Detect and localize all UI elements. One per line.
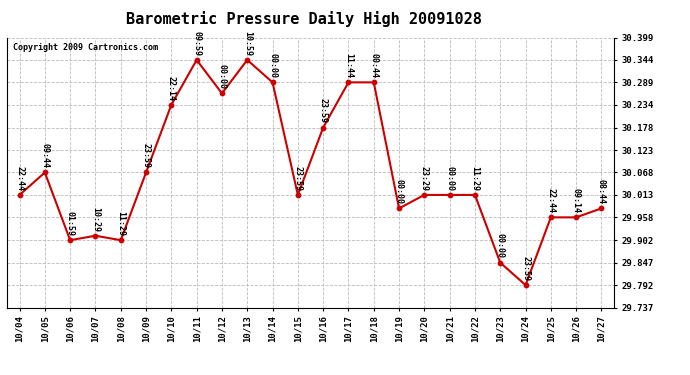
Point bbox=[393, 206, 404, 212]
Point bbox=[191, 57, 202, 63]
Text: 23:59: 23:59 bbox=[319, 99, 328, 123]
Text: 08:44: 08:44 bbox=[597, 179, 606, 204]
Text: Barometric Pressure Daily High 20091028: Barometric Pressure Daily High 20091028 bbox=[126, 11, 482, 27]
Text: 11:44: 11:44 bbox=[344, 53, 353, 78]
Point bbox=[495, 260, 506, 266]
Point bbox=[444, 192, 455, 198]
Point bbox=[343, 80, 354, 86]
Text: Copyright 2009 Cartronics.com: Copyright 2009 Cartronics.com bbox=[13, 43, 158, 52]
Point bbox=[571, 214, 582, 220]
Text: 01:59: 01:59 bbox=[66, 211, 75, 236]
Text: 11:29: 11:29 bbox=[471, 166, 480, 191]
Text: 00:00: 00:00 bbox=[395, 179, 404, 204]
Point bbox=[115, 237, 126, 243]
Point bbox=[141, 170, 152, 176]
Point bbox=[267, 80, 278, 86]
Point bbox=[317, 124, 328, 130]
Text: 22:44: 22:44 bbox=[15, 166, 24, 191]
Point bbox=[39, 170, 50, 176]
Point bbox=[90, 233, 101, 239]
Point bbox=[293, 192, 304, 198]
Point bbox=[241, 57, 253, 63]
Point bbox=[14, 192, 25, 198]
Point bbox=[65, 237, 76, 243]
Text: 00:00: 00:00 bbox=[495, 234, 505, 258]
Point bbox=[545, 214, 556, 220]
Point bbox=[166, 102, 177, 108]
Point bbox=[469, 192, 480, 198]
Text: 11:29: 11:29 bbox=[116, 211, 126, 236]
Point bbox=[368, 80, 380, 86]
Text: 22:14: 22:14 bbox=[167, 76, 176, 100]
Text: 09:59: 09:59 bbox=[192, 31, 201, 56]
Text: 22:44: 22:44 bbox=[546, 188, 555, 213]
Point bbox=[419, 192, 430, 198]
Text: 00:44: 00:44 bbox=[369, 53, 378, 78]
Text: 09:14: 09:14 bbox=[571, 188, 581, 213]
Text: 10:59: 10:59 bbox=[243, 31, 252, 56]
Text: 00:00: 00:00 bbox=[268, 53, 277, 78]
Text: 23:59: 23:59 bbox=[521, 256, 530, 281]
Point bbox=[217, 90, 228, 96]
Text: 00:00: 00:00 bbox=[217, 64, 226, 89]
Point bbox=[520, 282, 531, 288]
Text: 09:44: 09:44 bbox=[40, 143, 50, 168]
Text: 23:59: 23:59 bbox=[141, 143, 150, 168]
Text: 10:29: 10:29 bbox=[91, 207, 100, 231]
Text: 00:00: 00:00 bbox=[445, 166, 454, 191]
Point bbox=[596, 206, 607, 212]
Text: 23:29: 23:29 bbox=[420, 166, 429, 191]
Text: 23:59: 23:59 bbox=[293, 166, 302, 191]
